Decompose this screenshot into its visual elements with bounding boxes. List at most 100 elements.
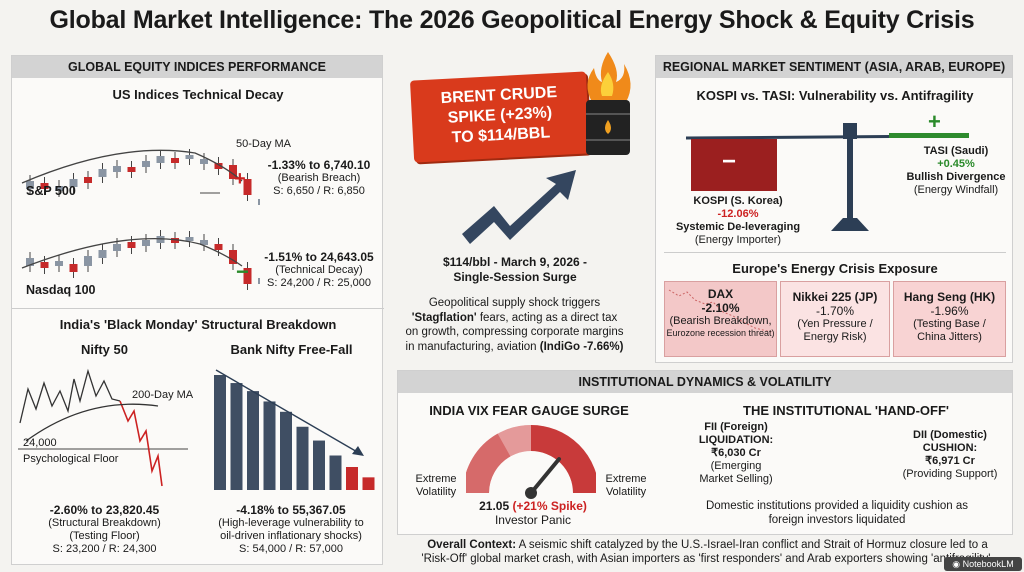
nikkei-line-2: Energy Risk) — [803, 331, 867, 343]
fii-line-3: ₹6,030 Cr — [711, 447, 761, 459]
nifty-floor-label: Psychological Floor — [23, 453, 119, 465]
body-line-2-rest: fears, acting as a direct tax — [476, 311, 618, 324]
page-title: Global Market Intelligence: The 2026 Geo… — [49, 6, 975, 34]
banknifty-levels: S: 54,000 / R: 57,000 — [239, 543, 343, 555]
nikkei-name: Nikkei 225 (JP) — [792, 290, 878, 304]
kospi-change: -12.06% — [717, 208, 759, 220]
nifty-line-chart — [18, 368, 188, 487]
handoff-note: Domestic institutions provided a liquidi… — [660, 499, 1014, 527]
overall-context-label: Overall Context: — [427, 539, 517, 551]
handoff-note-l2: foreign investors liquidated — [768, 514, 906, 526]
overall-context-l2: 'Risk-Off' global market crash, with Asi… — [421, 553, 994, 565]
vix-value: 21.05 — [479, 499, 513, 513]
watermark-text: NotebookLM — [962, 559, 1014, 569]
fii-line-2: LIQUIDATION: — [698, 434, 774, 446]
vix-label: Investor Panic — [494, 513, 572, 527]
candle — [40, 183, 49, 189]
candle — [55, 261, 63, 266]
extreme-right-l2: Volatility — [605, 486, 647, 498]
candle — [55, 186, 63, 191]
nifty-change: -2.60% to 23,820.45 — [49, 503, 160, 517]
kospi-line-1: Systemic De-leveraging — [675, 221, 801, 233]
nasdaq-minus-icon: − — [236, 259, 249, 284]
body-line-4-text: in manufacturing, aviation — [405, 340, 540, 353]
kospi-bar — [691, 139, 777, 191]
sp500-note: (Bearish Breach) — [277, 172, 361, 184]
candle — [258, 278, 260, 284]
candle — [171, 158, 179, 163]
candle — [229, 250, 237, 264]
extreme-right-l1: Extreme — [605, 473, 647, 485]
candle — [113, 166, 121, 172]
vix-spike: (+21% Spike) — [512, 499, 587, 513]
candle — [84, 177, 92, 183]
candle — [185, 155, 194, 159]
dax-name: DAX — [707, 287, 734, 301]
dii-line-1: DII (Domestic) — [913, 429, 987, 441]
candle — [26, 258, 34, 266]
candle — [171, 238, 179, 243]
candle — [40, 262, 49, 268]
sp500-levels: S: 6,650 / R: 6,850 — [273, 185, 365, 197]
kospi-name: KOSPI (S. Korea) — [693, 195, 783, 207]
fii-line-1: FII (Foreign) — [704, 421, 768, 433]
overall-context-l1: A seismic shift catalyzed by the U.S.-Is… — [516, 539, 988, 551]
oil-barrel-icon — [586, 52, 631, 155]
candle — [214, 244, 223, 250]
extreme-left-l2: Volatility — [415, 486, 457, 498]
hangseng-name: Hang Seng (HK) — [903, 290, 996, 304]
overall-context: Overall Context: A seismic shift catalyz… — [395, 538, 1020, 566]
sp500-candlestick-chart — [21, 149, 260, 205]
vix-readout: 21.05 (+21% Spike) Investor Panic — [438, 499, 628, 527]
divider — [664, 252, 1006, 253]
caption-line-1: $114/bbl - March 9, 2026 - — [442, 255, 588, 269]
us-indices-title: US Indices Technical Decay — [112, 87, 284, 102]
dax-line-2: Eurozone recession threat) — [666, 328, 775, 338]
tasi-line-1: Bullish Divergence — [906, 171, 1006, 183]
candle — [185, 237, 194, 241]
vix-gauge — [466, 425, 596, 499]
banknifty-bar — [329, 455, 342, 490]
banknifty-change: -4.18% to 55,367.05 — [236, 503, 346, 517]
hangseng-card: Hang Seng (HK) -1.96% (Testing Base / Ch… — [893, 281, 1006, 357]
divider — [12, 308, 384, 309]
nifty-stats: -2.60% to 23,820.45 (Structural Breakdow… — [12, 503, 197, 556]
dii-line-2: CUSHION: — [922, 442, 978, 454]
scale-title: KOSPI vs. TASI: Vulnerability vs. Antifr… — [696, 88, 974, 103]
sp500-name: S&P 500 — [26, 184, 76, 198]
nasdaq-note: (Technical Decay) — [275, 264, 363, 276]
candle — [200, 240, 208, 245]
price-spike-arrow-icon — [462, 170, 576, 244]
regional-sentiment-header: REGIONAL MARKET SENTIMENT (ASIA, ARAB, E… — [656, 56, 1012, 78]
nifty-note: (Structural Breakdown) — [48, 517, 161, 529]
hangseng-change: -1.96% — [930, 304, 969, 318]
sp500-plus-icon: + — [234, 168, 246, 190]
banknifty-note2: oil-driven inflationary shocks) — [220, 530, 362, 542]
candle — [113, 244, 121, 251]
banknifty-bar — [247, 391, 259, 490]
notebooklm-logo-icon: ◉ — [952, 559, 963, 569]
ma-label-us: 50-Day MA — [236, 138, 292, 150]
hangseng-line-1: (Testing Base / — [913, 318, 986, 330]
candle — [127, 167, 136, 172]
brent-crude-banner: BRENT CRUDE SPIKE (+23%) TO $114/BBL — [409, 71, 591, 163]
brent-caption: $114/bbl - March 9, 2026 - Single-Sessio… — [400, 255, 630, 285]
candle — [26, 181, 34, 189]
nifty-title: Nifty 50 — [81, 342, 128, 357]
banknifty-bar — [280, 411, 292, 490]
candle — [229, 165, 237, 179]
candle — [200, 159, 208, 164]
kospi-block: KOSPI (S. Korea) -12.06% Systemic De-lev… — [668, 195, 808, 247]
europe-title: Europe's Energy Crisis Exposure — [732, 261, 938, 276]
kospi-line-2: (Energy Importer) — [694, 234, 782, 246]
body-line-4: in manufacturing, aviation (IndiGo -7.66… — [393, 340, 636, 355]
candle — [98, 250, 107, 258]
candle — [142, 161, 150, 167]
stagflation-text: Geopolitical supply shock triggers 'Stag… — [393, 296, 636, 354]
body-line-1: Geopolitical supply shock triggers — [428, 297, 601, 309]
candle — [69, 264, 78, 272]
dax-sparkline — [668, 289, 772, 333]
banknifty-note: (High-leverage vulnerability to — [218, 517, 364, 529]
banknifty-title: Bank Nifty Free-Fall — [230, 342, 353, 357]
vix-extreme-left: Extreme Volatility — [401, 473, 471, 499]
